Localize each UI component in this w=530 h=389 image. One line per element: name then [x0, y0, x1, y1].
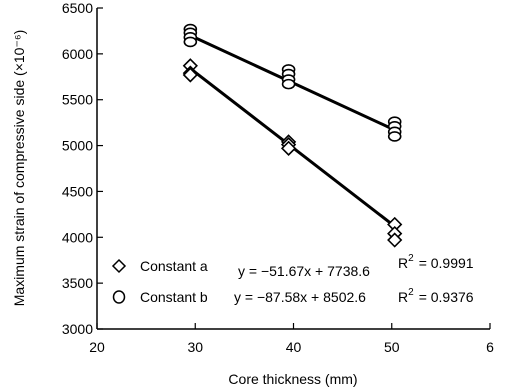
y-tick-label: 4500	[62, 183, 93, 199]
x-tick-label: 6	[486, 339, 494, 355]
legend-label-a: Constant a	[140, 258, 208, 274]
r-squared-b-symbol: R	[398, 289, 408, 305]
y-axis-title: Maximum strain of compressive side (×10⁻…	[11, 30, 27, 307]
r-squared-b-exponent: 2	[408, 287, 414, 298]
legend-circle-marker	[112, 290, 126, 304]
y-tick-label: 3000	[62, 321, 93, 337]
y-tick-label: 5500	[62, 92, 93, 108]
r-squared-a-exponent: 2	[408, 253, 414, 264]
x-axis-title: Core thickness (mm)	[228, 371, 357, 387]
legend-entry-a: Constant a y = −51.67x + 7738.6 R2 = 0.99…	[111, 253, 474, 279]
equation-b: y = −87.58x + 8502.6	[234, 289, 366, 305]
y-tick-label: 4000	[62, 229, 93, 245]
data-point-circle	[387, 131, 402, 142]
r-squared-a: R2 = 0.9991	[398, 253, 474, 271]
data-point-circle	[281, 78, 296, 90]
equation-a: y = −51.67x + 7738.6	[238, 263, 370, 279]
plot-frame	[96, 8, 490, 330]
x-tick-label: 50	[384, 339, 400, 355]
fit-lines	[189, 34, 396, 228]
y-tick-label: 6000	[62, 46, 93, 62]
x-axis-ticks: 20 30 40 50 6	[89, 323, 494, 355]
x-tick-label: 40	[286, 339, 302, 355]
data-point-circle	[183, 36, 198, 48]
data-point-diamond	[387, 232, 403, 248]
r-squared-b-value: = 0.9376	[419, 289, 474, 305]
data-point-diamond	[182, 67, 198, 83]
x-tick-label: 20	[89, 339, 105, 355]
legend-diamond-marker	[111, 258, 127, 274]
r-squared-b: R2 = 0.9376	[398, 287, 474, 305]
legend: Constant a y = −51.67x + 7738.6 R2 = 0.99…	[111, 253, 474, 305]
y-axis-ticks: 3000 3500 4000 4500 5000 5500 6000 6500	[62, 0, 103, 337]
r-squared-a-value: = 0.9991	[419, 255, 474, 271]
y-tick-label: 6500	[62, 0, 93, 16]
legend-label-b: Constant b	[140, 289, 208, 305]
data-points	[182, 23, 403, 248]
legend-entry-b: Constant b y = −87.58x + 8502.6 R2 = 0.93…	[112, 287, 474, 305]
x-tick-label: 30	[187, 339, 203, 355]
y-tick-label: 3500	[62, 275, 93, 291]
r-squared-a-symbol: R	[398, 255, 408, 271]
data-point-diamond	[280, 140, 297, 156]
y-tick-label: 5000	[62, 138, 93, 154]
